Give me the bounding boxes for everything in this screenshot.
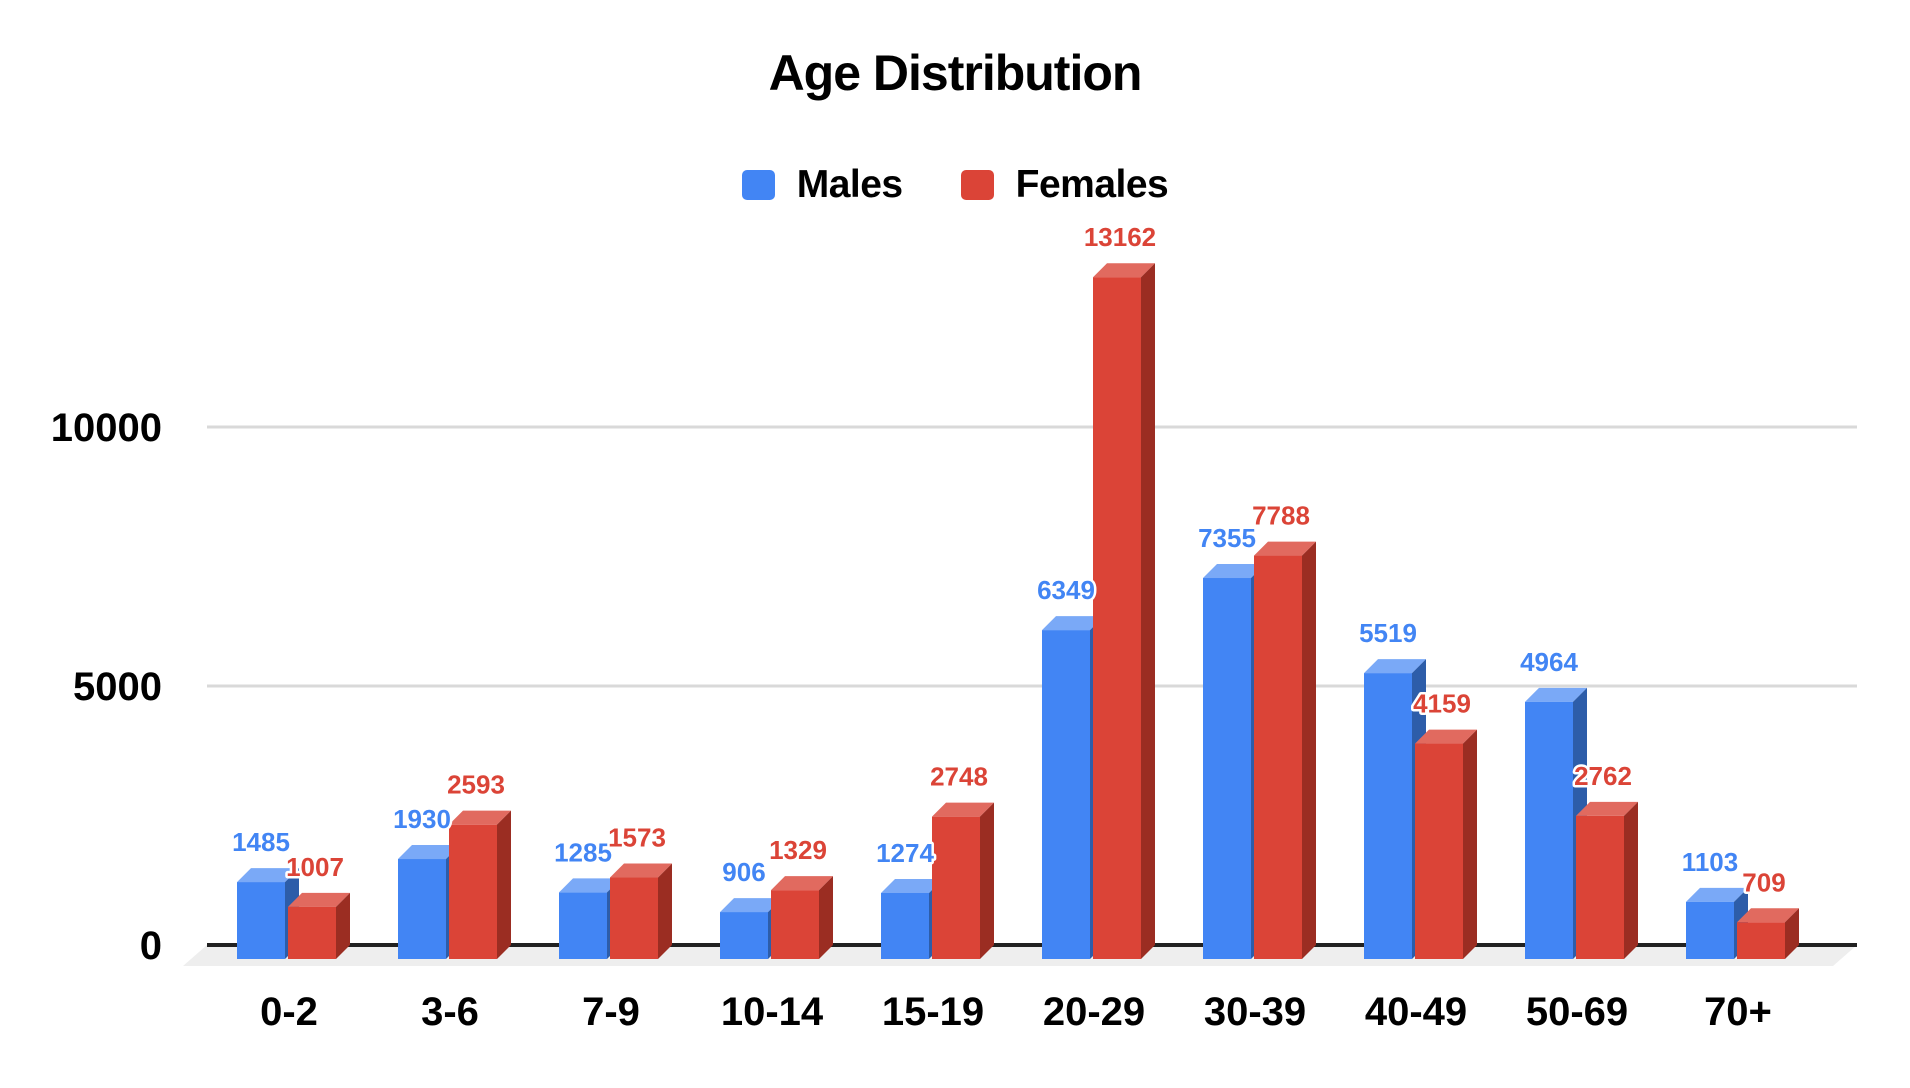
bar-side-females-30-39	[1302, 541, 1316, 959]
value-label-females-0-2: 1007	[286, 852, 344, 882]
bar-top-males-20-29	[1042, 616, 1104, 631]
bar-top-females-3-6	[449, 810, 511, 825]
bar-side-females-15-19	[980, 802, 994, 959]
bar-males-0-2	[237, 882, 285, 959]
x-category-label-7-9: 7-9	[582, 990, 640, 1034]
bar-top-females-50-69	[1576, 801, 1638, 816]
females-swatch-icon	[960, 170, 994, 200]
bar-top-females-10-14	[771, 876, 833, 891]
bar-top-males-3-6	[398, 845, 460, 860]
y-tick-label-0: 0	[140, 924, 162, 968]
bar-side-females-70+	[1785, 908, 1799, 959]
bar-males-10-14	[720, 912, 768, 959]
bar-top-females-20-29	[1093, 263, 1155, 278]
x-category-label-30-39: 30-39	[1204, 990, 1306, 1034]
value-label-males-15-19: 1274	[876, 838, 934, 868]
bar-females-0-2	[288, 906, 336, 959]
bar-top-females-30-39	[1254, 541, 1316, 556]
value-label-females-50-69: 2762	[1574, 761, 1632, 791]
bar-side-females-40-49	[1463, 729, 1477, 959]
y-tick-label-10000: 10000	[51, 406, 162, 450]
bar-females-20-29	[1093, 277, 1141, 960]
value-label-females-40-49: 4159	[1413, 689, 1471, 719]
bar-females-15-19	[932, 816, 980, 959]
bar-top-females-70+	[1737, 908, 1799, 923]
males-swatch-icon	[741, 170, 775, 200]
bar-side-females-0-2	[336, 892, 350, 959]
bar-females-30-39	[1254, 555, 1302, 959]
bar-top-females-7-9	[610, 863, 672, 878]
x-category-label-15-19: 15-19	[882, 990, 984, 1034]
bar-top-males-0-2	[237, 868, 299, 883]
bar-top-males-50-69	[1525, 687, 1587, 702]
legend: Males Females	[0, 163, 1910, 207]
x-category-label-3-6: 3-6	[421, 990, 479, 1034]
x-category-label-10-14: 10-14	[721, 990, 824, 1034]
value-label-males-40-49: 5519	[1359, 618, 1417, 648]
bar-top-females-40-49	[1415, 729, 1477, 744]
value-label-males-70+: 1103	[1682, 847, 1738, 877]
y-tick-label-5000: 5000	[73, 665, 162, 709]
bar-top-females-15-19	[932, 802, 994, 817]
value-label-females-20-29: 13162	[1084, 222, 1156, 252]
bar-males-3-6	[398, 859, 446, 959]
chart-title: Age Distribution	[768, 45, 1143, 101]
bar-top-males-30-39	[1203, 564, 1265, 579]
bar-females-7-9	[610, 877, 658, 959]
value-label-females-10-14: 1329	[769, 835, 827, 865]
x-category-label-40-49: 40-49	[1365, 990, 1467, 1034]
value-label-females-7-9: 1573	[608, 823, 666, 853]
bar-females-40-49	[1415, 743, 1463, 959]
bar-males-15-19	[881, 893, 929, 959]
bar-males-30-39	[1203, 578, 1251, 959]
bar-side-females-7-9	[658, 863, 672, 959]
bar-females-50-69	[1576, 815, 1624, 959]
bar-side-females-20-29	[1141, 263, 1155, 960]
bar-males-20-29	[1042, 630, 1090, 959]
legend-label-females: Females	[1015, 163, 1169, 206]
value-label-females-15-19: 2748	[930, 762, 988, 792]
value-label-males-30-39: 7355	[1198, 523, 1256, 553]
bar-top-males-10-14	[720, 898, 782, 913]
x-category-label-70+: 70+	[1704, 990, 1772, 1034]
value-label-males-0-2: 1485	[232, 827, 290, 857]
bar-top-females-0-2	[288, 892, 350, 907]
bar-top-males-7-9	[559, 878, 621, 893]
bar-males-50-69	[1525, 701, 1573, 959]
bar-top-males-40-49	[1364, 659, 1426, 674]
bar-side-females-50-69	[1624, 801, 1638, 959]
value-label-males-7-9: 1285	[554, 837, 612, 867]
value-label-males-3-6: 1930	[393, 804, 451, 834]
x-category-label-0-2: 0-2	[260, 990, 318, 1034]
bar-side-females-10-14	[819, 876, 833, 959]
legend-label-males: Males	[796, 163, 903, 206]
value-label-females-70+: 709	[1742, 867, 1785, 897]
bar-males-7-9	[559, 892, 607, 959]
legend-item-females: Females	[960, 163, 1169, 207]
legend-item-males: Males	[741, 163, 903, 207]
value-label-males-20-29: 6349	[1037, 575, 1095, 605]
bar-top-males-15-19	[881, 879, 943, 894]
bar-females-3-6	[449, 824, 497, 959]
value-label-males-50-69: 4964	[1520, 647, 1578, 677]
bar-side-females-3-6	[497, 810, 511, 959]
x-category-label-50-69: 50-69	[1526, 990, 1628, 1034]
bar-females-70+	[1737, 922, 1785, 959]
bar-males-70+	[1686, 901, 1734, 959]
bar-males-40-49	[1364, 673, 1412, 959]
bar-top-males-70+	[1686, 887, 1748, 902]
value-label-females-30-39: 7788	[1252, 501, 1310, 531]
value-label-males-10-14: 906	[722, 857, 765, 887]
bar-females-10-14	[771, 890, 819, 959]
value-label-females-3-6: 2593	[447, 770, 505, 800]
x-category-label-20-29: 20-29	[1043, 990, 1145, 1034]
